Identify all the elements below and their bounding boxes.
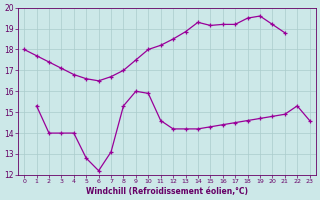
X-axis label: Windchill (Refroidissement éolien,°C): Windchill (Refroidissement éolien,°C) xyxy=(86,187,248,196)
